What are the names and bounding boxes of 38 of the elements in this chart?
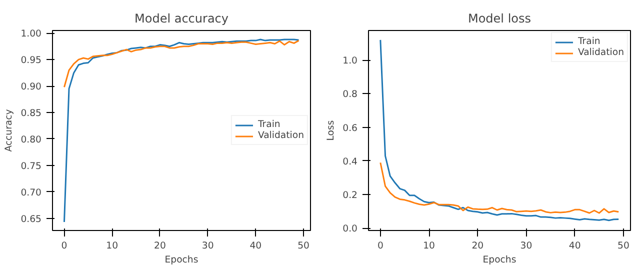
x-tick-label: 10	[106, 240, 118, 252]
y-tick-label: 0.2	[342, 190, 358, 202]
y-tick-label: 1.0	[342, 56, 358, 67]
x-tick-label: 50	[298, 240, 310, 252]
y-tick-label: 0.75	[20, 160, 42, 172]
legend-label: Validation	[578, 47, 624, 58]
x-tick-label: 0	[61, 240, 68, 252]
legend-label: Train	[578, 36, 600, 47]
x-tick-label: 40	[250, 240, 262, 252]
y-axis-title: Loss	[326, 120, 337, 141]
y-tick-label: 0.4	[342, 156, 358, 168]
chart-title: Model loss	[468, 12, 532, 26]
y-tick-label: 0.95	[20, 55, 42, 66]
y-tick-label: 0.90	[20, 82, 42, 93]
x-axis-title: Epochs	[482, 254, 516, 266]
y-tick-label: 0.80	[20, 134, 42, 146]
x-tick-label: 0	[377, 240, 384, 252]
x-tick-label: 20	[472, 240, 484, 252]
y-tick-label: 1.00	[20, 28, 42, 40]
x-tick-label: 30	[202, 240, 214, 252]
chart-title: Model accuracy	[134, 12, 228, 26]
x-axis-title: Epochs	[164, 254, 198, 266]
legend-label: Validation	[258, 130, 304, 141]
y-tick-label: 0.85	[20, 108, 42, 120]
x-tick-label: 40	[568, 240, 581, 252]
y-tick-label: 0.8	[342, 89, 358, 100]
y-axis-title: Accuracy	[4, 108, 15, 152]
y-tick-label: 0.0	[342, 224, 358, 235]
line-series	[63, 40, 300, 88]
y-tick-label: 0.70	[20, 187, 42, 198]
legend-label: Train	[258, 119, 280, 130]
line-series	[380, 162, 620, 214]
y-tick-label: 0.6	[342, 122, 358, 134]
y-tick-label: 0.65	[20, 214, 42, 225]
x-tick-label: 10	[423, 240, 436, 252]
x-tick-label: 20	[154, 240, 166, 252]
x-tick-label: 30	[520, 240, 532, 252]
x-tick-label: 50	[618, 240, 630, 252]
